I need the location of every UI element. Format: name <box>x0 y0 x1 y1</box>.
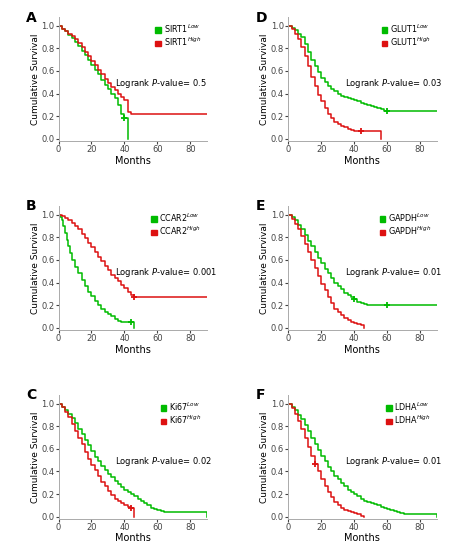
Legend: LDHA$^{Low}$, LDHA$^{High}$: LDHA$^{Low}$, LDHA$^{High}$ <box>384 398 432 428</box>
Y-axis label: Cumulative Survival: Cumulative Survival <box>31 411 40 503</box>
Text: Logrank $P$-value= 0.03: Logrank $P$-value= 0.03 <box>345 78 442 90</box>
Text: Logrank $P$-value= 0.01: Logrank $P$-value= 0.01 <box>345 266 441 280</box>
Text: Logrank $P$-value= 0.5: Logrank $P$-value= 0.5 <box>115 78 207 90</box>
Text: B: B <box>26 199 36 214</box>
X-axis label: Months: Months <box>115 533 151 543</box>
Y-axis label: Cumulative Survival: Cumulative Survival <box>31 33 40 124</box>
Text: Logrank $P$-value= 0.02: Logrank $P$-value= 0.02 <box>115 455 212 468</box>
X-axis label: Months: Months <box>344 344 380 354</box>
Text: Logrank $P$-value= 0.01: Logrank $P$-value= 0.01 <box>345 455 441 468</box>
X-axis label: Months: Months <box>115 344 151 354</box>
Y-axis label: Cumulative Survival: Cumulative Survival <box>261 33 270 124</box>
Text: F: F <box>256 388 265 402</box>
Legend: SIRT1$^{Low}$, SIRT1$^{High}$: SIRT1$^{Low}$, SIRT1$^{High}$ <box>154 21 202 50</box>
Text: C: C <box>26 388 36 402</box>
Text: A: A <box>26 11 36 25</box>
Y-axis label: Cumulative Survival: Cumulative Survival <box>261 411 270 503</box>
Text: E: E <box>256 199 265 214</box>
Y-axis label: Cumulative Survival: Cumulative Survival <box>31 222 40 314</box>
X-axis label: Months: Months <box>344 156 380 166</box>
Legend: Ki67$^{Low}$, Ki67$^{High}$: Ki67$^{Low}$, Ki67$^{High}$ <box>159 398 202 428</box>
Text: D: D <box>256 11 267 25</box>
X-axis label: Months: Months <box>344 533 380 543</box>
Text: Logrank $P$-value= 0.001: Logrank $P$-value= 0.001 <box>115 266 217 280</box>
Legend: CCAR2$^{Low}$, CCAR2$^{High}$: CCAR2$^{Low}$, CCAR2$^{High}$ <box>149 210 202 239</box>
X-axis label: Months: Months <box>115 156 151 166</box>
Legend: GAPDH$^{Low}$, GAPDH$^{High}$: GAPDH$^{Low}$, GAPDH$^{High}$ <box>378 210 432 239</box>
Legend: GLUT1$^{Low}$, GLUT1$^{High}$: GLUT1$^{Low}$, GLUT1$^{High}$ <box>380 21 432 50</box>
Y-axis label: Cumulative Survival: Cumulative Survival <box>261 222 270 314</box>
